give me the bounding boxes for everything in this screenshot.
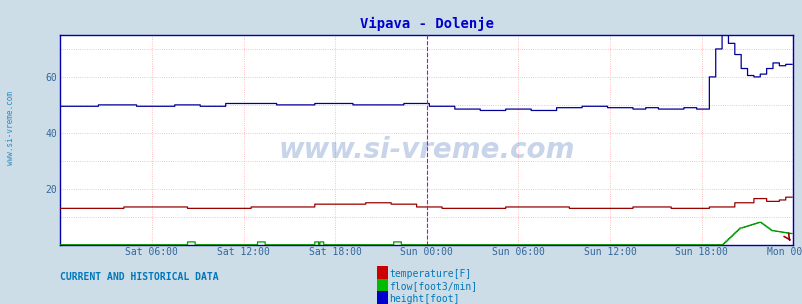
Text: CURRENT AND HISTORICAL DATA: CURRENT AND HISTORICAL DATA	[60, 272, 219, 282]
Text: height[foot]: height[foot]	[389, 294, 460, 303]
Text: www.si-vreme.com: www.si-vreme.com	[6, 91, 15, 165]
Title: Vipava - Dolenje: Vipava - Dolenje	[359, 17, 493, 31]
Text: flow[foot3/min]: flow[foot3/min]	[389, 282, 477, 291]
Text: www.si-vreme.com: www.si-vreme.com	[278, 136, 574, 164]
Text: temperature[F]: temperature[F]	[389, 269, 471, 278]
